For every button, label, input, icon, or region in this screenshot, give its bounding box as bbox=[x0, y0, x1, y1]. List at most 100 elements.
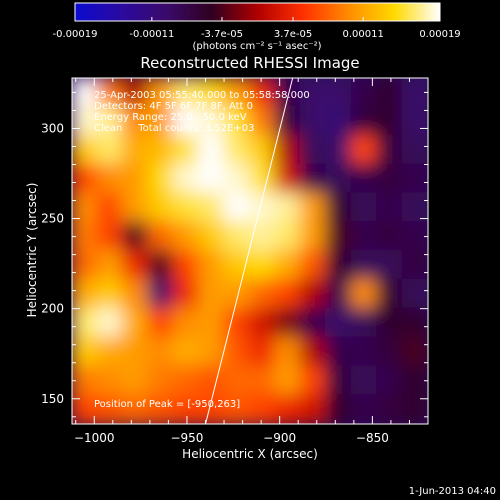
heatmap-cell bbox=[299, 307, 328, 339]
heatmap-cell bbox=[350, 307, 379, 339]
heatmap-cell bbox=[198, 163, 226, 195]
heatmap-cell bbox=[172, 250, 201, 281]
heatmap-cell bbox=[274, 336, 302, 368]
heatmap-cell bbox=[121, 105, 150, 137]
heatmap-cell bbox=[376, 105, 404, 137]
heatmap-cell bbox=[325, 192, 353, 224]
heatmap-cell bbox=[121, 250, 150, 281]
colorbar-tick-label: 3.7e-05 bbox=[274, 29, 312, 40]
heatmap-cell bbox=[172, 78, 201, 108]
heatmap-cell bbox=[325, 250, 353, 281]
heatmap-cell bbox=[401, 221, 428, 252]
heatmap-cell bbox=[376, 163, 404, 195]
heatmap-cell bbox=[198, 78, 226, 108]
heatmap-cell bbox=[325, 278, 353, 310]
heatmap-cell bbox=[223, 365, 251, 397]
heatmap-cell bbox=[172, 134, 201, 166]
heatmap-cell bbox=[299, 336, 328, 368]
heatmap-cell bbox=[299, 365, 328, 397]
heatmap-cell bbox=[401, 307, 428, 339]
heatmap-cell bbox=[198, 250, 226, 281]
heatmap-cell bbox=[96, 394, 124, 424]
heatmap-cell bbox=[401, 78, 428, 108]
colorbar-tick-label: 0.00011 bbox=[342, 29, 383, 40]
heatmap-cell bbox=[172, 394, 201, 424]
heatmap-cell bbox=[147, 336, 175, 368]
heatmap-cell bbox=[249, 105, 277, 137]
heatmap-cell bbox=[172, 365, 201, 397]
heatmap-cell bbox=[274, 78, 302, 108]
heatmap-cell bbox=[249, 78, 277, 108]
heatmap-cell bbox=[401, 163, 428, 195]
observation-info: 25-Apr-2003 05:55:40.000 to 05:58:58.000… bbox=[94, 90, 310, 134]
heatmap-cell bbox=[350, 78, 379, 108]
heatmap-cell bbox=[274, 365, 302, 397]
heatmap-cell bbox=[350, 394, 379, 424]
heatmap-cell bbox=[198, 105, 226, 137]
solar-limb-line bbox=[205, 78, 294, 424]
colorbar-unit-label: (photons cm⁻² s⁻¹ asec⁻²) bbox=[192, 41, 321, 52]
heatmap-cell bbox=[223, 163, 251, 195]
heatmap-cell bbox=[249, 394, 277, 424]
heatmap-cell bbox=[147, 250, 175, 281]
heatmap-cell bbox=[376, 250, 404, 281]
colorbar-tick-label: -0.00019 bbox=[53, 29, 98, 40]
heatmap-cell bbox=[274, 192, 302, 224]
heatmap-cell bbox=[325, 394, 353, 424]
heatmap-cell bbox=[121, 221, 150, 252]
heatmap-cell bbox=[325, 307, 353, 339]
heatmap-cell bbox=[96, 78, 124, 108]
heatmap-cell bbox=[325, 105, 353, 137]
heatmap-cell bbox=[223, 336, 251, 368]
info-clean-counts: Clean Total counts: 3.52E+03 bbox=[94, 123, 254, 134]
y-axis-tick-label: 150 bbox=[41, 392, 64, 406]
heatmap-cell bbox=[223, 105, 251, 137]
heatmap-cell bbox=[147, 163, 175, 195]
colorbar-tick-label: 0.00019 bbox=[419, 29, 460, 40]
heatmap-cell bbox=[376, 278, 404, 310]
heatmap-cell bbox=[172, 192, 201, 224]
heatmap-cell bbox=[376, 78, 404, 108]
x-axis-tick-label: −850 bbox=[356, 431, 389, 445]
heatmap-cell bbox=[401, 134, 428, 166]
chart-title: Reconstructed RHESSI Image bbox=[140, 54, 359, 72]
heatmap-cell bbox=[121, 192, 150, 224]
heatmap-image bbox=[72, 78, 428, 424]
heatmap-cell bbox=[96, 307, 124, 339]
heatmap-cell bbox=[299, 192, 328, 224]
generation-timestamp: 1-Jun-2013 04:40 bbox=[409, 486, 496, 497]
heatmap-cell bbox=[198, 278, 226, 310]
heatmap-cell bbox=[96, 365, 124, 397]
heatmap-cell bbox=[249, 134, 277, 166]
heatmap-cell bbox=[96, 221, 124, 252]
info-detectors: Detectors: 4F 5F 6F 7F 8F, Att 0 bbox=[94, 101, 253, 112]
heatmap-cell bbox=[72, 192, 99, 224]
heatmap-cell bbox=[350, 105, 379, 137]
heatmap-cell bbox=[172, 336, 201, 368]
heatmap-cell bbox=[72, 365, 99, 397]
heatmap-cell bbox=[376, 192, 404, 224]
heatmap-cell bbox=[401, 105, 428, 137]
heatmap-cell bbox=[249, 336, 277, 368]
x-axis-label: Heliocentric X (arcsec) bbox=[182, 447, 318, 461]
heatmap-cell bbox=[72, 105, 99, 137]
heatmap-cell bbox=[249, 163, 277, 195]
heatmap-cell bbox=[223, 192, 251, 224]
heatmap-cell bbox=[299, 78, 328, 108]
heatmap-cell bbox=[96, 163, 124, 195]
y-axis-label: Heliocentric Y (arcsec) bbox=[25, 183, 39, 318]
heatmap-cell bbox=[274, 278, 302, 310]
heatmap-cell bbox=[350, 365, 379, 397]
heatmap-cell bbox=[249, 250, 277, 281]
heatmap-cell bbox=[147, 192, 175, 224]
heatmap-cell bbox=[299, 394, 328, 424]
heatmap-cell bbox=[350, 336, 379, 368]
heatmap-cell bbox=[96, 105, 124, 137]
heatmap-cell bbox=[350, 192, 379, 224]
heatmap-cell bbox=[147, 365, 175, 397]
heatmap-cell bbox=[223, 221, 251, 252]
heatmap-cell bbox=[249, 221, 277, 252]
heatmap-cell bbox=[198, 307, 226, 339]
heatmap-cell bbox=[249, 365, 277, 397]
